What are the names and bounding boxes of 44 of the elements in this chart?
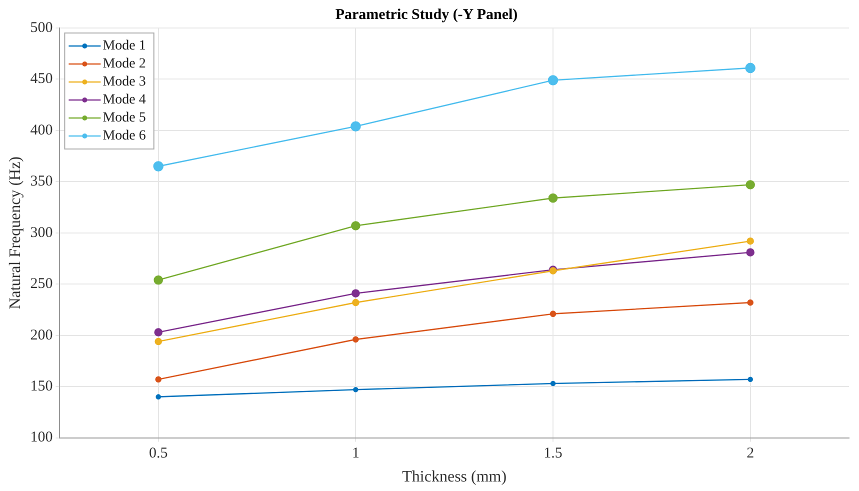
legend-label: Mode 4 (102, 92, 146, 108)
point (747, 299, 754, 306)
legend-label: Mode 1 (102, 38, 146, 54)
y-tick-label: 300 (30, 224, 53, 241)
point (154, 328, 163, 336)
y-tick-label: 400 (30, 122, 53, 138)
y-tick-label: 250 (30, 276, 53, 292)
legend-label: Mode 2 (102, 56, 146, 72)
point (351, 221, 360, 230)
point (153, 161, 164, 172)
x-axis-title: Thickness (mm) (402, 468, 507, 486)
point (154, 338, 162, 346)
x-tick-label: 1.5 (544, 446, 562, 462)
y-tick-label: 450 (30, 71, 53, 88)
point (746, 237, 754, 245)
legend-label: Mode 5 (102, 110, 146, 126)
point (350, 121, 361, 132)
point (353, 387, 358, 392)
point (748, 376, 753, 382)
point (154, 275, 164, 285)
point (352, 298, 360, 306)
x-tick-label: 1 (352, 446, 360, 462)
point (746, 248, 754, 257)
legend-label: Mode 6 (102, 128, 146, 144)
point (155, 376, 162, 383)
y-tick-label: 500 (30, 20, 53, 36)
x-tick-label: 2 (746, 446, 754, 462)
point (745, 62, 756, 74)
point (156, 394, 162, 400)
point (548, 193, 558, 203)
y-axis-title: Natural Frequency (Hz) (6, 156, 24, 310)
y-tick-label: 350 (30, 174, 53, 190)
point (550, 380, 556, 386)
legend-label: Mode 3 (102, 74, 146, 90)
point (746, 180, 755, 190)
point (352, 289, 360, 298)
x-tick-label: 0.5 (148, 446, 168, 462)
chart-title: Parametric Study (-Y Panel) (335, 6, 518, 23)
point (548, 75, 558, 86)
point (352, 336, 359, 343)
y-tick-label: 200 (30, 327, 53, 344)
y-tick-label: 150 (30, 378, 53, 395)
point (550, 310, 556, 317)
y-tick-label: 100 (30, 430, 53, 446)
